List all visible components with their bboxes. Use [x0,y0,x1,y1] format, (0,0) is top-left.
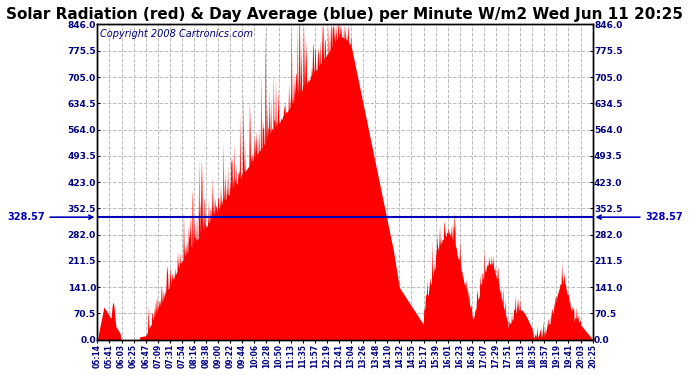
Text: 328.57: 328.57 [598,212,683,222]
Title: Solar Radiation (red) & Day Average (blue) per Minute W/m2 Wed Jun 11 20:25: Solar Radiation (red) & Day Average (blu… [6,7,684,22]
Text: Copyright 2008 Cartronics.com: Copyright 2008 Cartronics.com [100,29,253,39]
Text: 328.57: 328.57 [7,212,92,222]
